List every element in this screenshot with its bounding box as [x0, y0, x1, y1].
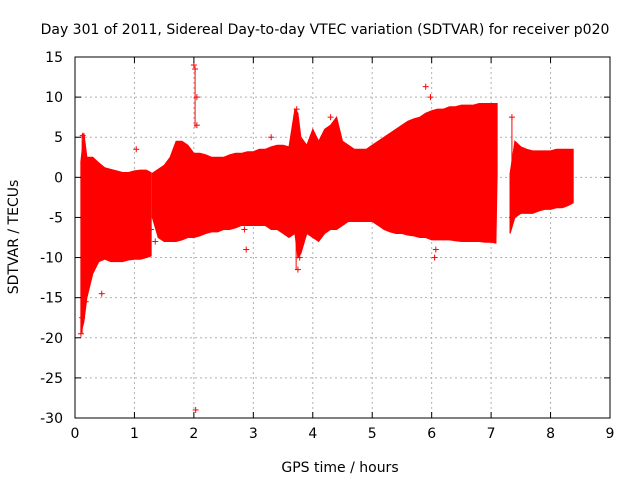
y-axis-label: SDTVAR / TECUs	[6, 180, 22, 295]
outlier-point	[98, 290, 105, 297]
x-axis-label: GPS time / hours	[281, 460, 398, 476]
outlier-point	[296, 254, 303, 261]
outlier-point	[327, 114, 334, 121]
chart-title: Day 301 of 2011, Sidereal Day-to-day VTE…	[41, 22, 610, 38]
data-series	[77, 62, 574, 413]
y-tick-label: -20	[40, 331, 63, 347]
outlier-point	[152, 238, 159, 245]
outlier-point	[190, 62, 197, 69]
outlier-point	[148, 226, 155, 233]
y-tick-label: 5	[54, 130, 63, 146]
outlier-point	[432, 246, 439, 253]
y-tick-label: 15	[45, 50, 63, 66]
outlier-point	[192, 406, 199, 413]
plot-frame	[74, 56, 611, 419]
grid	[75, 57, 610, 418]
x-tick-label: 8	[546, 426, 555, 442]
y-tick-label: -30	[40, 411, 63, 427]
y-tick-label: 0	[54, 170, 63, 186]
outlier-point	[293, 106, 300, 113]
axis-ticks: 0 1 2 3 4 5 6 7 8 9 -30 -25 -20 -15 -10 -5 0 5 10 15	[40, 50, 614, 442]
x-tick-label: 1	[130, 426, 139, 442]
outlier-point	[82, 298, 89, 305]
spike-whiskers	[81, 69, 513, 334]
y-tick-label: -25	[40, 371, 63, 387]
error-envelope-segment-3	[509, 140, 574, 234]
x-tick-label: 3	[249, 426, 258, 442]
outlier-point	[241, 226, 248, 233]
outlier-point	[243, 246, 250, 253]
x-tick-label: 9	[606, 426, 615, 442]
outlier-point	[79, 132, 86, 139]
y-tick-label: 10	[45, 90, 63, 106]
outlier-point	[77, 330, 84, 337]
y-tick-label: -10	[40, 251, 63, 267]
outlier-point	[427, 94, 434, 101]
y-tick-label: -15	[40, 291, 63, 307]
x-tick-label: 7	[487, 426, 496, 442]
outlier-point	[431, 254, 438, 261]
outlier-point	[133, 146, 140, 153]
x-tick-label: 2	[189, 426, 198, 442]
y-tick-label: -5	[49, 210, 63, 226]
x-tick-label: 5	[368, 426, 377, 442]
x-tick-label: 0	[71, 426, 80, 442]
x-tick-label: 4	[308, 426, 317, 442]
x-tick-label: 6	[427, 426, 436, 442]
outlier-point	[268, 134, 275, 141]
outlier-point	[422, 83, 429, 90]
